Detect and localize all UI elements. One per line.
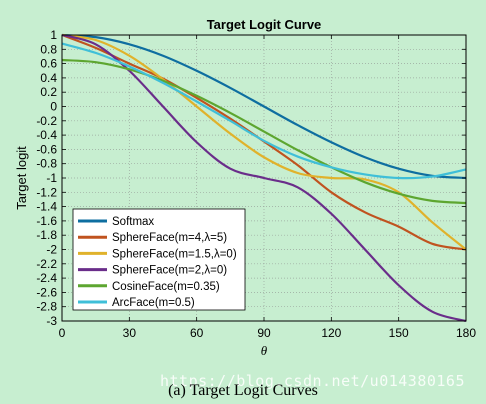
legend-label-1: SphereFace(m=4,λ=5) (112, 232, 227, 244)
x-tick-label: 0 (59, 326, 66, 340)
legend-label-4: CosineFace(m=0.35) (112, 281, 220, 293)
y-tick-label: 0.8 (40, 42, 57, 56)
x-tick-label: 120 (321, 326, 341, 340)
legend-label-5: ArcFace(m=0.5) (112, 297, 195, 309)
series-line-0 (61, 33, 467, 180)
y-tick-label: -2.6 (36, 285, 57, 299)
y-tick-label: -0.4 (36, 128, 57, 142)
legend-box (72, 208, 246, 311)
series-line-3 (61, 33, 467, 323)
y-tick-label: -0.8 (36, 157, 57, 171)
x-tick-label: 180 (456, 326, 476, 340)
legend-label-3: SphereFace(m=2,λ=0) (112, 265, 227, 277)
chart-title: Target Logit Curve (207, 17, 322, 32)
y-axis-label: Target logit (14, 146, 29, 210)
y-tick-label: -2.8 (36, 300, 57, 314)
legend-label-0: Softmax (112, 216, 154, 228)
x-tick-label: 60 (190, 326, 204, 340)
watermark: https://blog.csdn.net/u014380165 (160, 372, 465, 390)
y-tick-label: 0.2 (40, 85, 57, 99)
series-line-2 (61, 33, 467, 251)
series-line-4 (61, 58, 467, 205)
y-tick-label: -0.2 (36, 114, 57, 128)
y-tick-label: 0.4 (40, 71, 57, 85)
y-tick-label: 0.6 (40, 57, 57, 71)
figure-caption: (a) Target Logit Curves (168, 382, 318, 399)
y-tick-label: 1 (50, 28, 57, 42)
x-tick-label: 90 (257, 326, 271, 340)
y-tick-label: -3 (46, 314, 57, 328)
y-tick-label: -2.2 (36, 257, 57, 271)
y-tick-label: -0.6 (36, 142, 57, 156)
x-tick-label: 150 (389, 326, 409, 340)
y-tick-label: -2.4 (36, 271, 57, 285)
y-tick-label: -2 (46, 243, 57, 257)
x-tick-label: 30 (123, 326, 137, 340)
y-tick-label: -1 (46, 171, 57, 185)
legend-label-2: SphereFace(m=1.5,λ=0) (112, 248, 237, 260)
y-tick-label: -1.2 (36, 185, 57, 199)
y-tick-label: 0 (50, 100, 57, 114)
x-axis-label: θ (261, 343, 268, 358)
y-tick-label: -1.4 (36, 200, 57, 214)
y-tick-label: -1.8 (36, 228, 57, 242)
y-tick-label: -1.6 (36, 214, 57, 228)
series-line-5 (61, 42, 467, 180)
